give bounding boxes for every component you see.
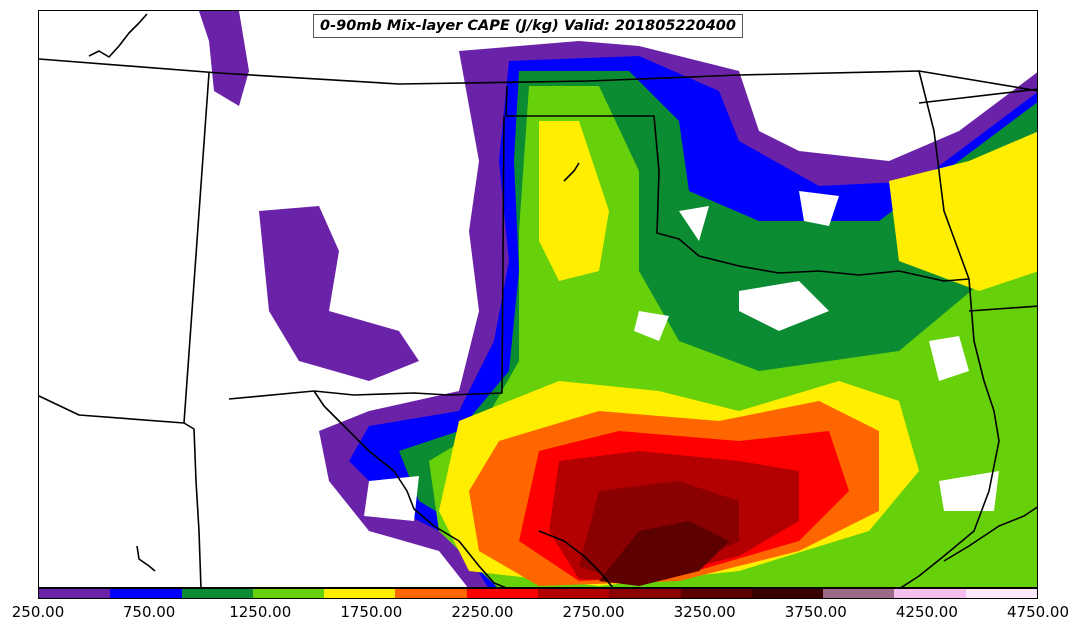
border-ar-la — [968, 305, 1037, 312]
border-ok-ar — [900, 70, 1000, 587]
colorbar-segment — [537, 589, 610, 598]
colorbar — [38, 588, 1038, 599]
border-panhandle — [506, 115, 970, 282]
border-arizona-nm — [228, 390, 315, 400]
colorbar-segment — [39, 589, 111, 598]
colorbar-tick-label: 250.00 — [11, 603, 65, 621]
below-threshold-region — [634, 311, 669, 341]
border-southwest — [39, 395, 202, 587]
cape-contour-region — [539, 121, 609, 281]
colorbar-segment — [252, 589, 325, 598]
below-threshold-region — [739, 281, 829, 331]
cape-contour-region — [889, 131, 1037, 291]
colorbar-tick-label: 750.00 — [122, 603, 176, 621]
map-panel — [38, 10, 1038, 588]
border-rio-grande — [313, 390, 507, 587]
colorbar-segment — [680, 589, 752, 598]
colorbar-segment — [894, 589, 966, 598]
colorbar-segment — [324, 589, 396, 598]
colorbar-segment — [965, 589, 1037, 598]
border-mo — [918, 88, 1037, 104]
border-tx-west — [313, 115, 505, 396]
colorbar-tick-label: 1250.00 — [229, 603, 292, 621]
state-borders — [39, 13, 1037, 587]
cape-contour-region — [199, 11, 249, 106]
below-threshold-region — [929, 336, 969, 381]
colorbar-tick-label: 4750.00 — [1006, 603, 1070, 621]
colorbar-tick-label: 2250.00 — [451, 603, 514, 621]
coastline — [943, 506, 1037, 562]
colorbar-tick-label: 1750.00 — [340, 603, 403, 621]
below-threshold-region — [939, 471, 999, 511]
colorbar-segment — [751, 589, 824, 598]
cape-fill-contours — [199, 11, 1037, 587]
below-threshold-region — [679, 206, 709, 241]
colorbar-tick-label: 3750.00 — [784, 603, 847, 621]
cape-contour-region — [599, 521, 729, 586]
below-threshold-region — [799, 191, 839, 226]
lake-marker — [563, 162, 580, 182]
colorbar-segment — [395, 589, 467, 598]
colorbar-segment — [823, 589, 895, 598]
colorbar-segment — [110, 589, 182, 598]
map-title: 0-90mb Mix-layer CAPE (J/kg) Valid: 2018… — [313, 14, 743, 38]
colorbar-segment — [609, 589, 681, 598]
border-rio-grande-2 — [538, 530, 614, 587]
border-sw-island — [136, 545, 156, 572]
border-west-1 — [183, 72, 210, 424]
colorbar-tick-label: 2750.00 — [562, 603, 625, 621]
colorbar-segment — [181, 589, 253, 598]
cape-map — [39, 11, 1037, 587]
border-nw-lake — [88, 13, 148, 58]
border-co-ks — [505, 85, 508, 117]
colorbar-segment — [466, 589, 538, 598]
colorbar-tick-label: 3250.00 — [673, 603, 736, 621]
cape-contour-region — [259, 206, 419, 381]
colorbar-tick-label: 4250.00 — [895, 603, 958, 621]
